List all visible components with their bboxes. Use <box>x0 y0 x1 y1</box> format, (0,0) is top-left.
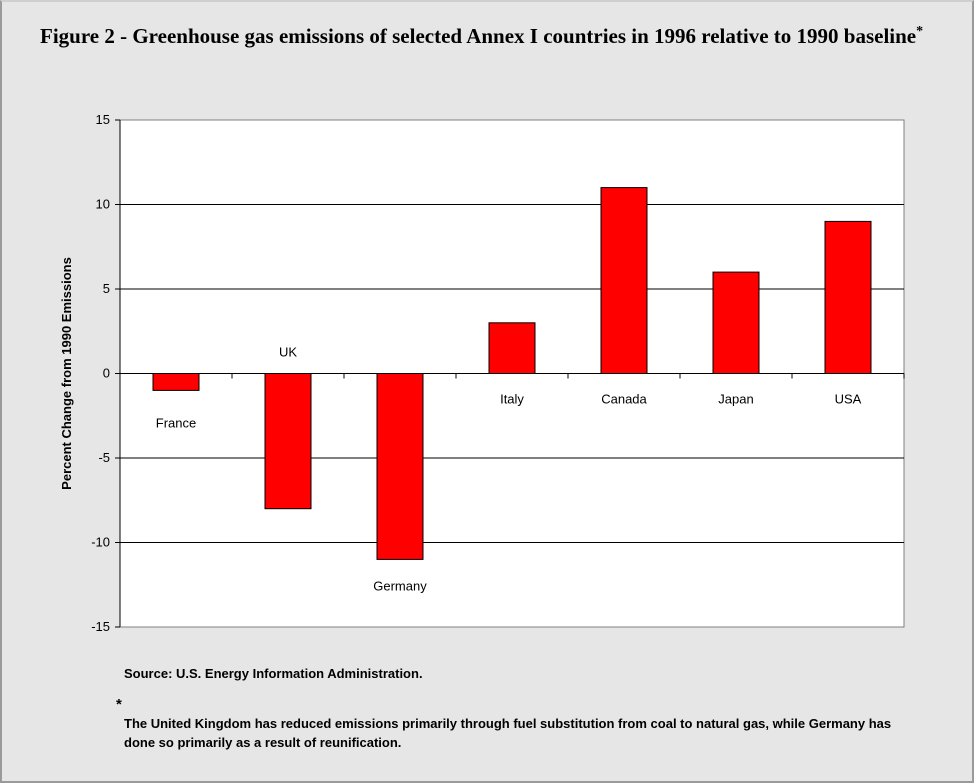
category-label-france: France <box>156 415 196 430</box>
y-tick-label: 10 <box>96 197 110 212</box>
figure-title: Figure 2 - Greenhouse gas emissions of s… <box>40 24 924 48</box>
footnote-marker: * <box>116 696 122 713</box>
y-tick-label: -10 <box>91 535 110 550</box>
bar-france <box>152 373 200 391</box>
bar-canada <box>600 187 648 374</box>
bar-chart: -15 -10 -5 0 5 10 15 France UK Germany Italy Canada… <box>59 112 905 634</box>
y-tick-label: -5 <box>98 450 110 465</box>
y-axis-title: Percent Change from 1990 Emissions <box>59 257 74 490</box>
y-tick-label: 0 <box>103 366 110 381</box>
bar-japan <box>712 271 760 375</box>
bar-germany <box>376 373 424 560</box>
bar-usa <box>824 220 872 374</box>
category-label-usa: USA <box>835 392 862 407</box>
title-footnote-marker: * <box>916 24 924 39</box>
category-label-italy: Italy <box>500 392 524 407</box>
category-label-japan: Japan <box>718 392 753 407</box>
y-tick-label: 5 <box>103 281 110 296</box>
bar-uk <box>264 373 312 510</box>
footnote-text: The United Kingdom has reduced emissions… <box>124 716 892 750</box>
source-note: Source: U.S. Energy Information Administ… <box>124 666 423 681</box>
y-tick-label: -15 <box>91 619 110 634</box>
bar-italy <box>488 322 536 374</box>
y-tick-label: 15 <box>96 112 110 127</box>
category-label-uk: UK <box>279 345 297 360</box>
category-label-germany: Germany <box>373 578 427 593</box>
category-label-canada: Canada <box>601 392 647 407</box>
